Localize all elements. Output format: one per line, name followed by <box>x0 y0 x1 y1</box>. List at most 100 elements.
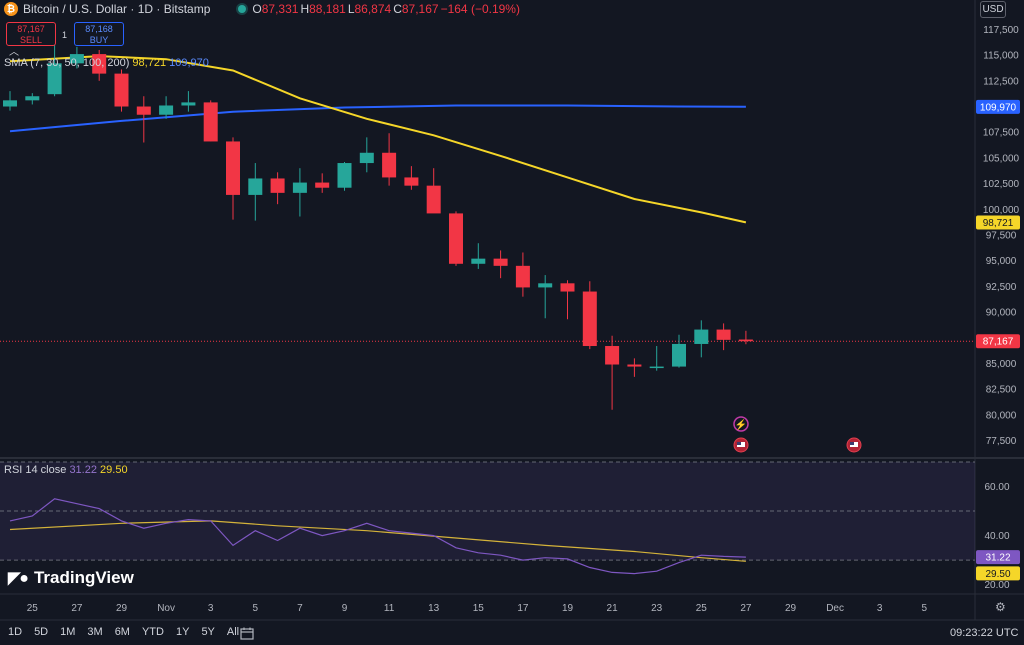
clock[interactable]: 09:23:22 UTC <box>950 627 1019 639</box>
price-tick-label: 112,500 <box>983 76 1019 87</box>
rsi-value: 31.22 <box>69 464 97 476</box>
time-tick-label: Dec <box>826 603 844 614</box>
price-tick-label: 97,500 <box>986 231 1017 242</box>
price-tick-label: 117,500 <box>983 25 1019 36</box>
rsi-ma-value: 29.50 <box>100 464 128 476</box>
price-tick-label: 80,000 <box>986 410 1017 421</box>
time-tick-label: 23 <box>651 603 663 614</box>
candle-body <box>560 283 575 292</box>
time-tick-label: 13 <box>428 603 440 614</box>
time-tick-label: 7 <box>297 603 303 614</box>
low-label: L <box>347 2 355 16</box>
range-5y[interactable]: 5Y <box>201 626 215 638</box>
time-tick-label: 27 <box>740 603 752 614</box>
close-label: C <box>393 2 402 16</box>
range-1m[interactable]: 1M <box>60 626 76 638</box>
rsi-tick-label: 60.00 <box>984 482 1009 493</box>
brand-name: TradingView <box>33 568 134 587</box>
price-tick-label: 107,500 <box>983 128 1020 139</box>
last-price-tag: 87,167 <box>983 337 1014 348</box>
sell-label: SELL <box>19 35 43 45</box>
range-all[interactable]: All <box>226 626 240 638</box>
high-label: H <box>300 2 310 16</box>
price-tick-label: 105,000 <box>983 153 1020 164</box>
candle-body <box>270 178 285 193</box>
time-tick-label: 17 <box>517 603 529 614</box>
time-tick-label: 27 <box>71 603 83 614</box>
candle-body <box>716 329 731 340</box>
sma-value-fast: 98,721 <box>132 57 167 69</box>
lightning-event-icon <box>733 416 749 432</box>
us-flag-canton <box>850 442 854 445</box>
symbol-header[interactable]: ₿ Bitcoin / U.S. Dollar · 1D · Bitstamp … <box>4 2 522 16</box>
range-1y[interactable]: 1Y <box>175 626 190 638</box>
candle-body <box>248 178 263 195</box>
candle-body <box>471 258 486 264</box>
time-tick-label: 5 <box>253 603 259 614</box>
candle-body <box>404 177 419 186</box>
rsi-ma-tag: 29.50 <box>985 569 1010 580</box>
candle-body <box>292 182 307 193</box>
currency-button[interactable]: USD <box>980 1 1006 18</box>
candle-body <box>337 163 352 188</box>
price-tick-label: 102,500 <box>983 179 1020 190</box>
candle-body <box>738 339 753 342</box>
sma-fast-tag: 98,721 <box>983 218 1014 229</box>
candle-body <box>181 102 196 106</box>
rsi-ma-tag-bg <box>976 566 1020 581</box>
time-tick-label: 25 <box>27 603 39 614</box>
price-tick-label: 92,500 <box>986 282 1017 293</box>
symbol-title: Bitcoin / U.S. Dollar · 1D · Bitstamp <box>23 2 211 16</box>
close-value: 87,167 <box>401 2 439 16</box>
rsi-tick-label: 20.00 <box>984 580 1009 591</box>
candle-body <box>25 96 40 101</box>
candle-body <box>538 283 553 288</box>
time-tick-label: 9 <box>342 603 348 614</box>
price-tick-label: 100,000 <box>983 205 1020 216</box>
us-flag-canton <box>737 442 741 445</box>
open-value: 87,331 <box>261 2 299 16</box>
spread-value: 1 <box>62 30 68 40</box>
low-value: 86,874 <box>354 2 392 16</box>
time-tick-label: 25 <box>696 603 708 614</box>
calendar-icon[interactable] <box>240 627 254 640</box>
rsi-value-tag-bg <box>976 550 1020 565</box>
time-tick-label: Nov <box>157 603 175 614</box>
candle-body <box>382 152 397 178</box>
time-tick-label: 11 <box>384 603 395 614</box>
sma-legend[interactable]: SMA (7, 30, 50, 100, 200) 98,721 109,970 <box>4 57 209 69</box>
tradingview-logo-icon: ◤● <box>8 570 29 587</box>
price-tick-label: 115,000 <box>983 51 1019 62</box>
gear-icon[interactable]: ⚙ <box>995 600 1006 614</box>
range-1d[interactable]: 1D <box>8 626 23 638</box>
bitcoin-icon: ₿ <box>4 2 18 16</box>
candle-body <box>47 63 62 95</box>
candle-body <box>3 100 17 107</box>
sell-button[interactable]: 87,167 SELL <box>6 22 56 46</box>
price-tick-label: 77,500 <box>986 436 1017 447</box>
time-tick-label: 3 <box>877 603 883 614</box>
price-tick-label: 82,500 <box>986 385 1017 396</box>
collapse-indicators-icon[interactable]: ︿ <box>9 47 19 58</box>
rsi-line <box>9 498 746 575</box>
range-6m[interactable]: 6M <box>114 626 130 638</box>
time-tick-label: 21 <box>607 603 619 614</box>
time-tick-label: 15 <box>473 603 485 614</box>
sma-fast-tag-bg <box>976 215 1020 230</box>
sma-slow-line <box>9 104 746 133</box>
sma-fast-line <box>9 55 747 224</box>
candle-body <box>582 291 597 347</box>
rsi-legend[interactable]: RSI 14 close 31.22 29.50 <box>4 464 128 476</box>
range-5d[interactable]: 5D <box>34 626 49 638</box>
lightning-glyph: ⚡ <box>735 418 747 431</box>
rsi-value-tag: 31.22 <box>985 553 1010 564</box>
price-tick-label: 95,000 <box>986 256 1017 267</box>
candle-body <box>493 258 508 266</box>
rsi-label: RSI 14 close <box>4 464 67 476</box>
range-3m[interactable]: 3M <box>87 626 103 638</box>
price-tick-label: 85,000 <box>986 359 1017 370</box>
buy-button[interactable]: 87,168 BUY <box>74 22 124 46</box>
price-tick-label: 90,000 <box>986 308 1017 319</box>
range-ytd[interactable]: YTD <box>141 626 164 638</box>
